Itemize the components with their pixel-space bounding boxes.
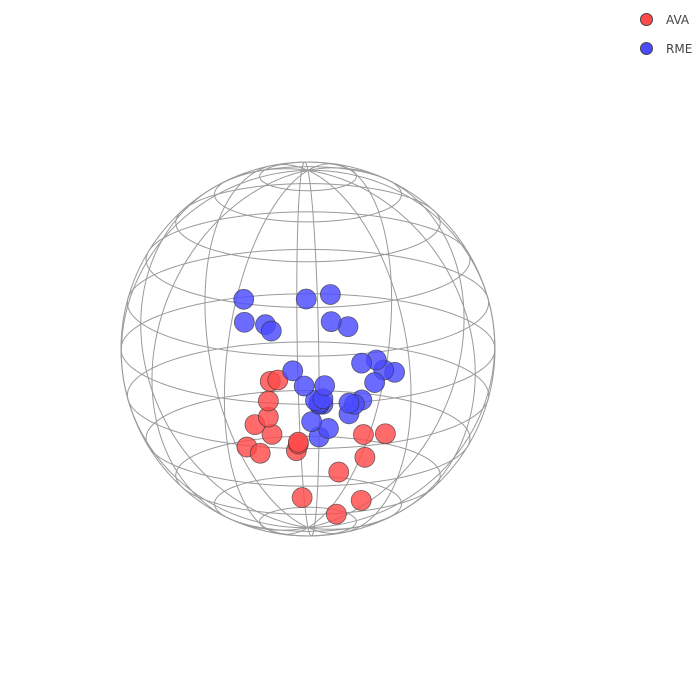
legend-label-rme: RME <box>666 41 693 56</box>
longitude-line <box>296 161 320 537</box>
data-points <box>233 284 406 525</box>
data-point-rme[interactable] <box>293 375 315 397</box>
data-point-rme[interactable] <box>320 311 342 333</box>
sphere-wireframe <box>120 161 496 537</box>
data-point-rme[interactable] <box>295 288 317 310</box>
longitude-line <box>204 163 412 535</box>
legend-swatch-ava <box>640 13 653 26</box>
data-point-rme[interactable] <box>301 411 323 433</box>
longitude-line <box>140 168 476 530</box>
data-point-ava[interactable] <box>267 369 289 391</box>
data-point-rme[interactable] <box>338 392 360 414</box>
legend: AVA RME <box>640 5 692 63</box>
data-point-ava[interactable] <box>350 489 372 511</box>
data-point-rme[interactable] <box>233 288 255 310</box>
data-point-ava[interactable] <box>325 503 347 525</box>
data-point-ava[interactable] <box>328 461 350 483</box>
data-point-ava[interactable] <box>353 424 374 445</box>
data-point-ava[interactable] <box>291 487 313 508</box>
data-point-ava[interactable] <box>257 390 279 412</box>
data-point-rme[interactable] <box>351 352 372 374</box>
legend-item-rme[interactable]: RME <box>640 34 692 63</box>
data-point-ava[interactable] <box>374 423 396 445</box>
data-point-rme[interactable] <box>319 284 341 305</box>
data-point-rme[interactable] <box>233 311 255 333</box>
longitude-line <box>223 163 393 535</box>
data-point-rme[interactable] <box>282 360 304 382</box>
legend-swatch-rme <box>640 42 653 55</box>
longitude-line <box>120 169 496 529</box>
data-point-rme[interactable] <box>364 372 386 393</box>
data-point-ava[interactable] <box>287 431 309 453</box>
data-point-ava[interactable] <box>249 442 271 464</box>
data-point-rme[interactable] <box>260 320 282 342</box>
legend-label-ava: AVA <box>666 12 690 27</box>
legend-item-ava[interactable]: AVA <box>640 5 692 34</box>
data-point-rme[interactable] <box>314 375 336 397</box>
data-point-ava[interactable] <box>354 446 376 468</box>
